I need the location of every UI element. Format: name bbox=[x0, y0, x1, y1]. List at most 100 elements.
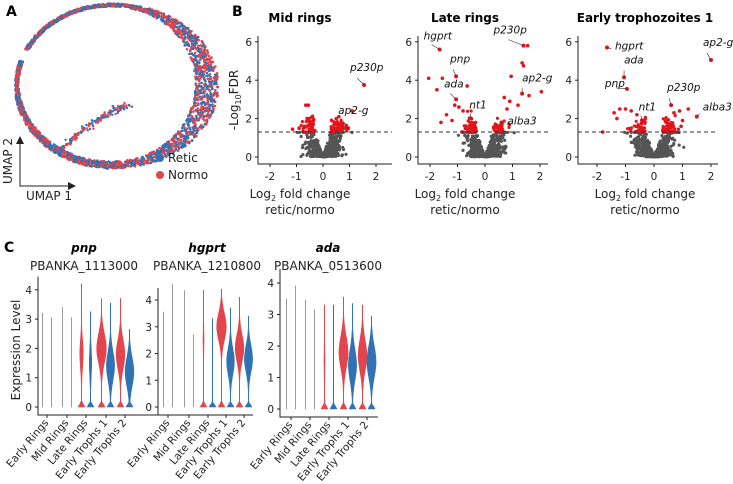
umap-point bbox=[195, 62, 199, 66]
umap-point bbox=[40, 30, 43, 34]
x-tick-label: 1 bbox=[509, 171, 516, 183]
umap-point bbox=[188, 52, 191, 56]
umap-point bbox=[188, 120, 191, 123]
umap-point bbox=[212, 107, 215, 110]
umap-point bbox=[149, 161, 152, 165]
ns-point bbox=[321, 155, 325, 159]
umap-point bbox=[195, 131, 199, 135]
ns-point bbox=[316, 139, 320, 143]
umap-point bbox=[185, 119, 188, 123]
umap-point bbox=[203, 70, 206, 73]
umap-point bbox=[85, 164, 88, 167]
umap-point bbox=[87, 162, 91, 165]
umap-point bbox=[209, 100, 213, 103]
ns-point bbox=[492, 153, 496, 157]
y-tick-label: 0 bbox=[245, 152, 252, 164]
ns-point bbox=[631, 140, 635, 144]
ns-point bbox=[309, 135, 313, 139]
umap-point bbox=[185, 48, 189, 51]
significant-point bbox=[299, 123, 303, 128]
umap-point bbox=[56, 150, 60, 154]
ns-point bbox=[476, 142, 481, 146]
ns-point bbox=[467, 150, 471, 154]
ns-point bbox=[636, 143, 641, 147]
umap-point bbox=[186, 122, 189, 125]
ns-point bbox=[495, 134, 499, 138]
ns-point bbox=[481, 153, 485, 157]
umap-point bbox=[163, 22, 167, 25]
umap-point bbox=[140, 162, 144, 165]
umap-point bbox=[156, 150, 159, 154]
umap-point bbox=[76, 131, 80, 135]
umap-point bbox=[181, 29, 185, 32]
umap-point bbox=[174, 143, 177, 146]
significant-point bbox=[334, 116, 339, 121]
umap-point bbox=[129, 164, 132, 168]
x-tick-label: 0 bbox=[320, 171, 327, 183]
umap-point bbox=[155, 148, 159, 152]
ns-point bbox=[333, 145, 337, 149]
ns-point bbox=[338, 136, 342, 140]
ns-point bbox=[629, 134, 633, 138]
ns-point bbox=[465, 154, 469, 158]
umap-point bbox=[114, 107, 118, 110]
umap-point bbox=[198, 58, 202, 61]
ns-point bbox=[663, 135, 668, 139]
umap-point bbox=[192, 128, 195, 131]
umap-point bbox=[135, 161, 139, 164]
umap-point bbox=[68, 11, 72, 14]
label-leader bbox=[449, 93, 457, 100]
umap-point bbox=[19, 101, 23, 105]
umap-point bbox=[30, 130, 33, 133]
x-tick-label: -2 bbox=[265, 171, 275, 183]
ns-point bbox=[299, 134, 303, 139]
umap-point bbox=[17, 78, 20, 81]
ns-point bbox=[310, 155, 314, 159]
ns-point bbox=[473, 143, 477, 147]
umap-point bbox=[171, 152, 175, 155]
significant-point bbox=[467, 124, 471, 128]
umap-point bbox=[127, 103, 131, 107]
umap-point bbox=[189, 111, 192, 114]
significant-point bbox=[444, 112, 449, 117]
umap-point bbox=[125, 5, 129, 8]
gene-label-p230p: p230p bbox=[349, 62, 384, 74]
umap-point bbox=[128, 161, 132, 164]
umap-point bbox=[24, 48, 28, 51]
gene-label-alba3: alba3 bbox=[508, 115, 537, 127]
umap-point bbox=[16, 64, 20, 68]
umap-point bbox=[82, 6, 85, 10]
umap-point bbox=[116, 165, 120, 169]
ns-point bbox=[466, 134, 470, 138]
ns-point bbox=[324, 148, 328, 152]
umap-point bbox=[205, 87, 208, 91]
volcano-title: Mid rings bbox=[268, 11, 331, 25]
umap-point bbox=[193, 54, 196, 58]
umap-point bbox=[200, 75, 203, 79]
ns-point bbox=[671, 143, 675, 147]
ns-point bbox=[331, 137, 335, 141]
umap-point bbox=[139, 7, 143, 11]
umap-point bbox=[107, 163, 111, 167]
umap-point bbox=[130, 159, 134, 162]
significant-point bbox=[310, 115, 314, 119]
ns-point bbox=[318, 148, 322, 152]
y-tick-label: 6 bbox=[405, 37, 412, 49]
umap-point bbox=[179, 138, 183, 142]
umap-point bbox=[14, 95, 18, 99]
umap-point bbox=[150, 156, 154, 160]
umap-point bbox=[107, 115, 110, 119]
umap-point bbox=[193, 62, 196, 66]
umap-point bbox=[88, 127, 92, 131]
umap-point bbox=[207, 95, 210, 98]
umap-point bbox=[192, 60, 195, 64]
umap-point bbox=[72, 157, 76, 161]
umap-point bbox=[120, 3, 123, 7]
umap-point bbox=[94, 4, 97, 7]
umap-point bbox=[81, 127, 84, 130]
ns-point bbox=[477, 138, 481, 142]
significant-point bbox=[306, 103, 311, 107]
umap-point bbox=[210, 65, 213, 69]
umap-point bbox=[148, 152, 151, 155]
umap-point bbox=[24, 117, 28, 120]
